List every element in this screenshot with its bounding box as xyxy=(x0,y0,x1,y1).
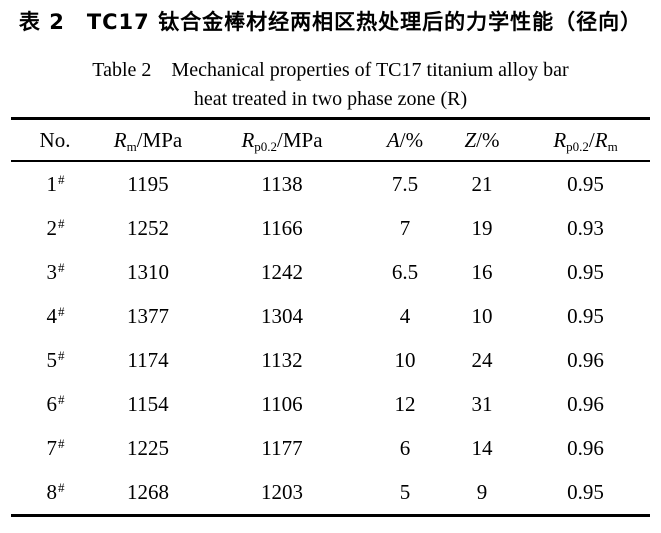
cell-ratio: 0.96 xyxy=(567,435,604,460)
cell-z: 14 xyxy=(471,435,493,460)
cell-a: 10 xyxy=(394,347,416,372)
cell-z: 21 xyxy=(471,171,493,196)
cell-no: 4# xyxy=(46,303,65,328)
cell-no: 7# xyxy=(46,435,65,460)
hash-superscript: # xyxy=(58,435,65,451)
cell-a: 4 xyxy=(399,303,411,328)
cell-ratio: 0.95 xyxy=(567,259,604,284)
table-row: 7# 1225 1177 6 14 0.96 xyxy=(11,426,650,470)
cell-a: 6 xyxy=(399,435,411,460)
cell-no: 8# xyxy=(46,479,65,504)
cell-rm: 1310 xyxy=(127,259,169,284)
hash-superscript: # xyxy=(58,391,65,407)
mechanical-properties-table: No. Rm/MPa Rp0.2/MPa A/% Z/% Rp0.2/Rm 1#… xyxy=(11,117,650,517)
cell-rm: 1225 xyxy=(127,435,169,460)
cell-rm: 1268 xyxy=(127,479,169,504)
cell-ratio: 0.95 xyxy=(567,303,604,328)
cell-z: 24 xyxy=(471,347,493,372)
cell-z: 9 xyxy=(476,479,488,504)
cell-rp02: 1166 xyxy=(261,215,303,240)
cell-z: 19 xyxy=(471,215,493,240)
cell-rp02: 1203 xyxy=(261,479,303,504)
table-row: 3# 1310 1242 6.5 16 0.95 xyxy=(11,250,650,294)
header-row: No. Rm/MPa Rp0.2/MPa A/% Z/% Rp0.2/Rm xyxy=(11,119,650,161)
cell-ratio: 0.95 xyxy=(567,171,604,196)
table-caption-zh: 表 2 TC17 钛合金棒材经两相区热处理后的力学性能（径向） xyxy=(18,10,643,34)
col-header-rp02: Rp0.2/MPa xyxy=(241,127,323,154)
cell-no: 2# xyxy=(46,215,65,240)
cell-rp02: 1177 xyxy=(261,435,303,460)
cell-ratio: 0.95 xyxy=(567,479,604,504)
cell-no: 3# xyxy=(46,259,65,284)
cell-rp02: 1106 xyxy=(261,391,303,416)
col-header-a: A/% xyxy=(386,127,424,152)
cell-no: 6# xyxy=(46,391,65,416)
cell-rm: 1174 xyxy=(127,347,169,372)
col-header-ratio: Rp0.2/Rm xyxy=(553,127,618,154)
hash-superscript: # xyxy=(58,479,65,495)
cell-rm: 1154 xyxy=(127,391,169,416)
cell-a: 12 xyxy=(394,391,416,416)
col-header-no: No. xyxy=(39,127,71,152)
cell-z: 31 xyxy=(471,391,493,416)
table-row: 8# 1268 1203 5 9 0.95 xyxy=(11,470,650,516)
cell-a: 7 xyxy=(399,215,411,240)
cell-rm: 1377 xyxy=(127,303,169,328)
col-header-rm: Rm/MPa xyxy=(113,127,183,154)
cell-no: 5# xyxy=(46,347,65,372)
cell-a: 5 xyxy=(399,479,411,504)
cell-ratio: 0.96 xyxy=(567,347,604,372)
hash-superscript: # xyxy=(58,171,65,187)
table-row: 4# 1377 1304 4 10 0.95 xyxy=(11,294,650,338)
table-caption-en-line2: heat treated in two phase zone (R) xyxy=(193,88,468,110)
cell-no: 1# xyxy=(46,171,65,196)
table-caption-en-line1: Table 2 Mechanical properties of TC17 ti… xyxy=(92,59,569,81)
cell-rp02: 1242 xyxy=(261,259,303,284)
cell-ratio: 0.96 xyxy=(567,391,604,416)
cell-rp02: 1138 xyxy=(261,171,303,196)
table-row: 5# 1174 1132 10 24 0.96 xyxy=(11,338,650,382)
cell-z: 10 xyxy=(471,303,493,328)
hash-superscript: # xyxy=(58,215,65,231)
table-row: 2# 1252 1166 7 19 0.93 xyxy=(11,206,650,250)
cell-rm: 1195 xyxy=(127,171,169,196)
cell-rp02: 1132 xyxy=(261,347,303,372)
cell-rp02: 1304 xyxy=(261,303,303,328)
hash-superscript: # xyxy=(58,303,65,319)
table-row: 1# 1195 1138 7.5 21 0.95 xyxy=(11,161,650,206)
hash-superscript: # xyxy=(58,347,65,363)
hash-superscript: # xyxy=(58,259,65,275)
col-header-z: Z/% xyxy=(464,127,500,152)
cell-a: 6.5 xyxy=(391,259,419,284)
cell-ratio: 0.93 xyxy=(567,215,604,240)
cell-z: 16 xyxy=(471,259,493,284)
cell-a: 7.5 xyxy=(391,171,419,196)
table-row: 6# 1154 1106 12 31 0.96 xyxy=(11,382,650,426)
cell-rm: 1252 xyxy=(127,215,169,240)
